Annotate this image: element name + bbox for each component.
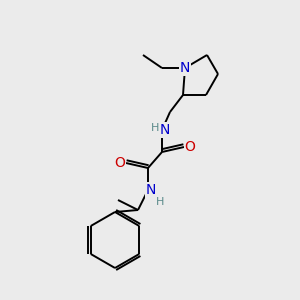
Text: H: H bbox=[156, 197, 164, 207]
Text: N: N bbox=[146, 183, 156, 197]
Text: O: O bbox=[184, 140, 195, 154]
Text: N: N bbox=[180, 61, 190, 75]
Text: H: H bbox=[151, 123, 159, 133]
Text: O: O bbox=[115, 156, 125, 170]
Text: N: N bbox=[160, 123, 170, 137]
